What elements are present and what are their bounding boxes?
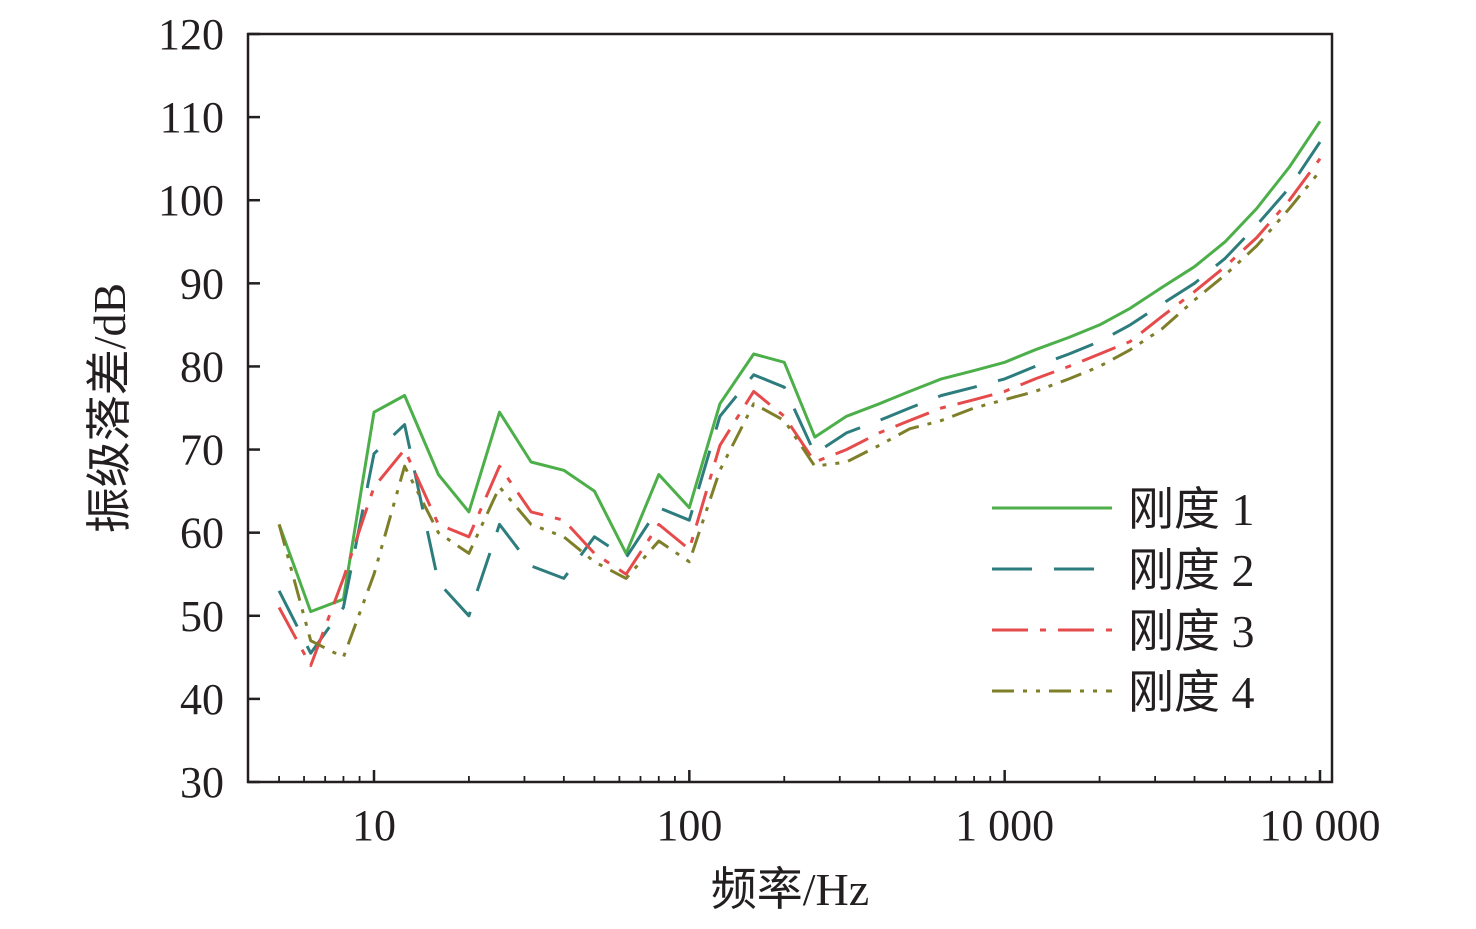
y-tick-label: 120 [158,10,224,59]
y-axis-title: 振级落差/dB [84,283,135,533]
series-line-3 [277,157,1322,668]
y-tick-label: 110 [160,93,224,142]
y-tick-label: 100 [158,176,224,225]
y-tick-label: 80 [180,342,224,391]
x-tick-label: 10 [352,801,396,850]
y-tick-label: 60 [180,509,224,558]
y-tick-label: 30 [180,758,224,807]
legend-label-3: 刚度 3 [1128,606,1255,657]
y-tick-label: 40 [180,675,224,724]
y-tick-label: 70 [180,426,224,475]
y-axis: 30 40 50 60 70 80 90 100 110 120 [158,10,260,807]
x-tick-label: 1 000 [955,801,1054,850]
legend: 刚度 1 刚度 2 刚度 3 刚度 4 [992,484,1255,718]
legend-label-2: 刚度 2 [1128,545,1255,596]
legend-label-1: 刚度 1 [1128,484,1255,535]
x-axis-title: 频率/Hz [711,864,869,915]
x-tick-label: 100 [656,801,722,850]
series-group [277,120,1322,668]
y-tick-label: 50 [180,592,224,641]
plot-area-frame [246,32,1334,784]
legend-label-4: 刚度 4 [1128,667,1255,718]
x-tick-label: 10 000 [1260,801,1381,850]
x-axis: 10 100 1 000 10 000 [278,770,1381,850]
y-tick-label: 90 [180,259,224,308]
series-line-2 [277,141,1322,655]
series-line-1 [277,120,1322,614]
